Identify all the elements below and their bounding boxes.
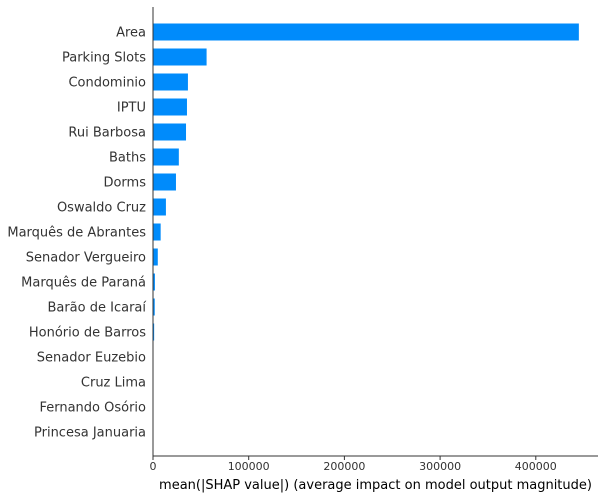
bar-10 [153, 273, 155, 291]
bar-0 [153, 23, 579, 41]
category-label: Marquês de Paraná [21, 276, 146, 291]
bar-1 [153, 48, 207, 66]
category-label: Fernando Osório [39, 401, 146, 416]
bar-8 [153, 223, 161, 241]
category-label: Parking Slots [62, 51, 146, 66]
bar-6 [153, 173, 176, 191]
bar-9 [153, 248, 158, 266]
bar-7 [153, 198, 166, 216]
x-tick-label: 400000 [515, 460, 557, 473]
bar-11 [153, 298, 155, 316]
bars-group [153, 23, 579, 441]
category-label: Dorms [103, 176, 146, 191]
category-label: Honório de Barros [29, 326, 146, 341]
category-label: Condominio [68, 76, 146, 91]
x-tick-label: 300000 [419, 460, 461, 473]
x-tick-label: 200000 [323, 460, 365, 473]
x-ticks: 0 100000 200000 300000 400000 [150, 456, 557, 473]
category-label: Area [116, 26, 146, 41]
bar-2 [153, 73, 188, 91]
category-label: Senador Euzebio [37, 351, 146, 366]
bar-12 [153, 323, 155, 341]
category-labels: Area Parking Slots Condominio IPTU Rui Barbo… [7, 26, 146, 441]
x-tick-label: 100000 [228, 460, 270, 473]
category-label: Senador Vergueiro [26, 251, 146, 266]
category-label: Marquês de Abrantes [7, 226, 146, 241]
category-label: Baths [109, 151, 146, 166]
category-label: Rui Barbosa [68, 126, 146, 141]
x-axis-label: mean(|SHAP value|) (average impact on mo… [159, 478, 592, 493]
bar-5 [153, 148, 179, 166]
bar-4 [153, 123, 187, 141]
category-label: IPTU [117, 101, 146, 116]
bar-3 [153, 98, 187, 116]
x-tick-label: 0 [150, 460, 157, 473]
category-label: Princesa Januaria [34, 426, 146, 441]
category-label: Barão de Icaraí [47, 301, 146, 316]
category-label: Cruz Lima [81, 376, 146, 391]
category-label: Oswaldo Cruz [57, 201, 146, 216]
